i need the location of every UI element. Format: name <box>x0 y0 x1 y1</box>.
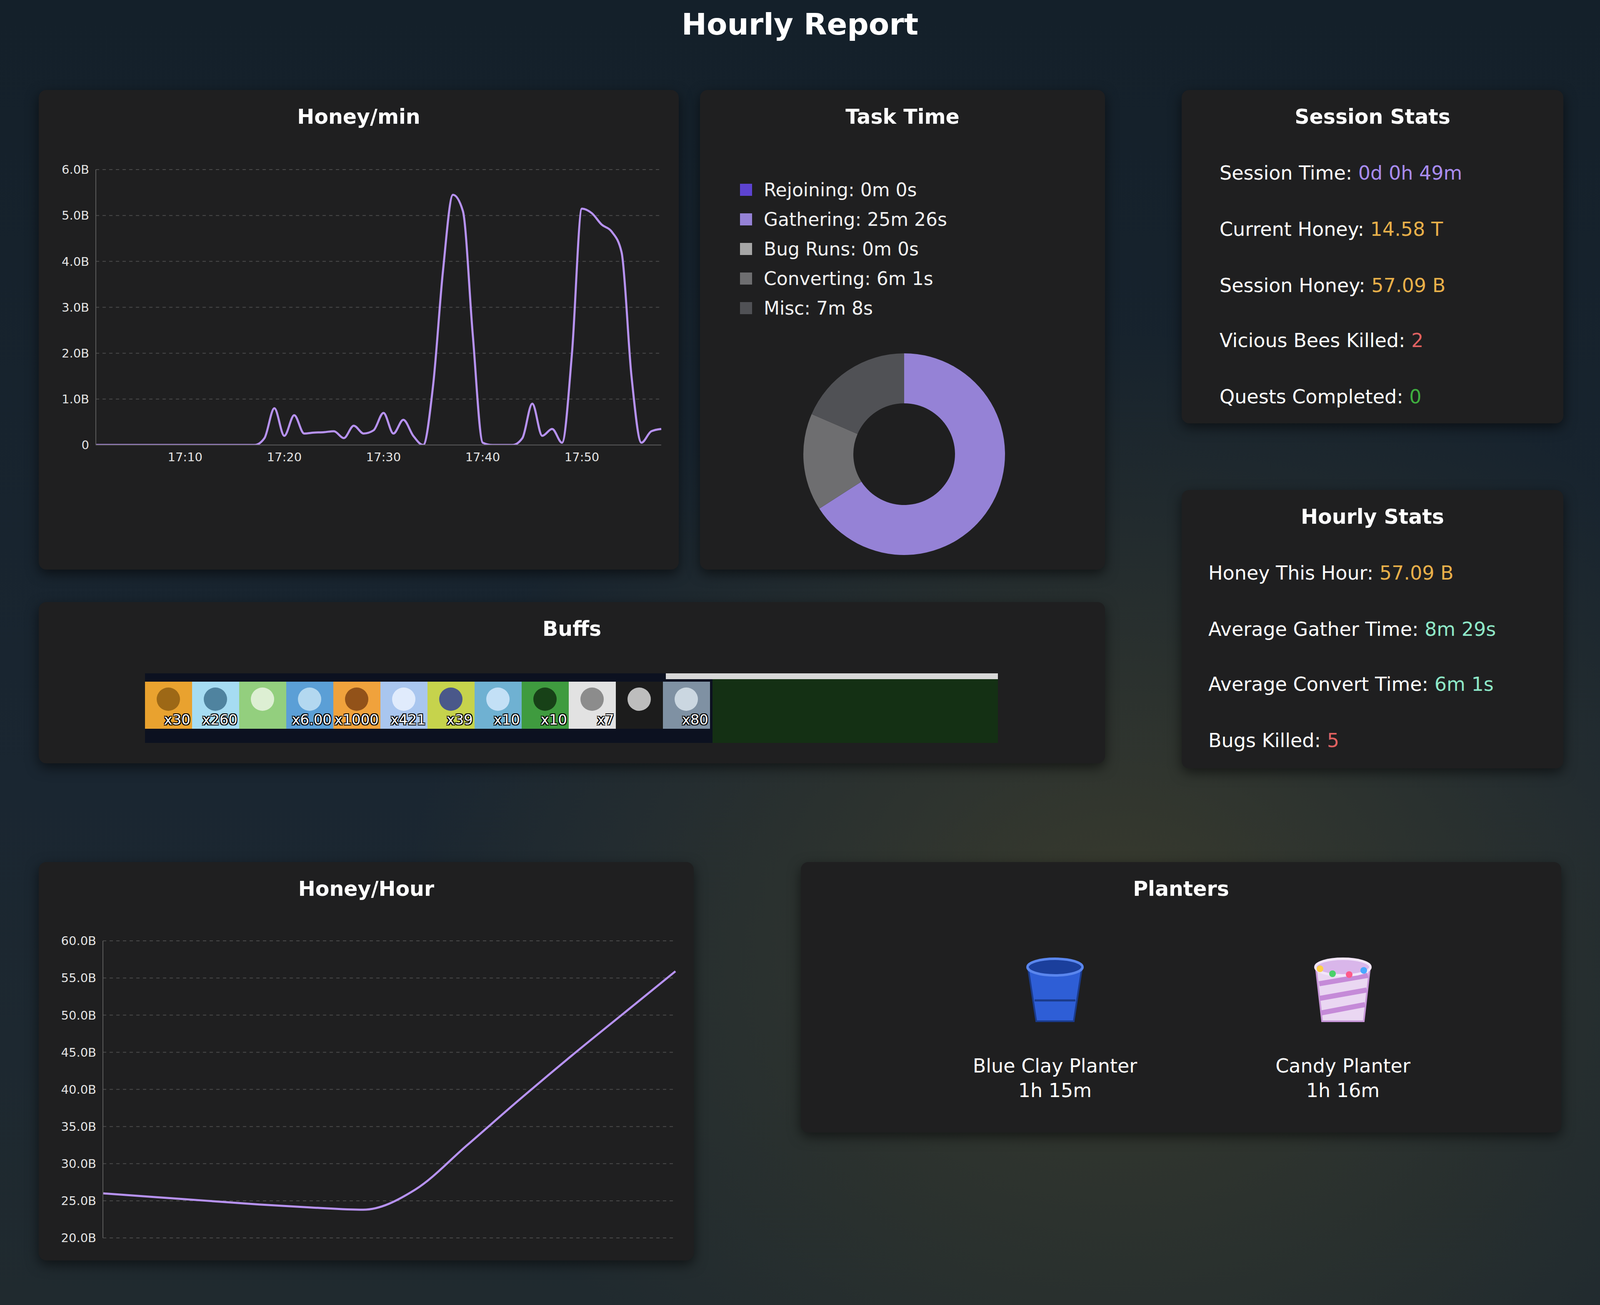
html-text:Honey This Hour: 57.09 B: Honey This Hour: 57.09 B <box>1208 561 1454 585</box>
svg-text:17:10: 17:10 <box>167 450 203 465</box>
html-text:x80: x80 <box>681 711 709 728</box>
svg-text:3.0B: 3.0B <box>61 300 90 315</box>
svg-text:17:50: 17:50 <box>564 450 600 465</box>
html-text:Blue Clay Planter: Blue Clay Planter <box>972 1054 1138 1078</box>
svg-text:5.0B: 5.0B <box>61 208 90 223</box>
html-text:Bugs Killed: 5: Bugs Killed: 5 <box>1208 729 1340 752</box>
html-text:Session Honey: 57.09 B: Session Honey: 57.09 B <box>1219 274 1446 297</box>
svg-text:50.0B: 50.0B <box>61 1008 97 1023</box>
html-text:Honey/Hour: Honey/Hour <box>298 877 435 901</box>
html-text:x260: x260 <box>202 711 238 728</box>
html-text:Current Honey: 14.58 T: Current Honey: 14.58 T <box>1219 217 1443 241</box>
svg-text:2.0B: 2.0B <box>61 346 90 361</box>
html-text:Gathering: 25m 26s: Gathering: 25m 26s <box>763 208 948 230</box>
html-text:x39: x39 <box>446 711 473 728</box>
svg-text:40.0B: 40.0B <box>61 1082 97 1097</box>
html-text:Quests Completed: 0: Quests Completed: 0 <box>1219 385 1422 408</box>
svg-text:35.0B: 35.0B <box>61 1119 97 1134</box>
html-text:x10: x10 <box>493 711 520 728</box>
html-text:x30: x30 <box>164 711 191 728</box>
svg-text:0: 0 <box>81 437 90 453</box>
html-text:Hourly Stats: Hourly Stats <box>1300 505 1445 529</box>
html-text:x421: x421 <box>390 711 426 728</box>
svg-text:4.0B: 4.0B <box>61 254 90 269</box>
svg-text:17:40: 17:40 <box>465 450 501 465</box>
svg-text:1.0B: 1.0B <box>61 392 90 407</box>
html-text:x6.00 x1000: x6.00 x1000 <box>291 711 379 728</box>
html-text:Rejoining: 0m 0s: Rejoining: 0m 0s <box>763 178 917 201</box>
html-text:1h 15m: 1h 15m <box>1018 1079 1092 1102</box>
svg-text:17:30: 17:30 <box>366 450 402 465</box>
html-text:Misc: 7m 8s: Misc: 7m 8s <box>763 297 873 319</box>
svg-text:25.0B: 25.0B <box>61 1193 97 1208</box>
html-text:Session Time: 0d 0h 49m: Session Time: 0d 0h 49m <box>1219 161 1463 185</box>
html-text:Task Time: Task Time <box>845 105 960 129</box>
html-text:x7: x7 <box>596 711 615 728</box>
html-text:Average Gather Time: 8m 29s: Average Gather Time: 8m 29s <box>1208 617 1496 641</box>
html-text:x10: x10 <box>540 711 568 728</box>
html-text:Vicious Bees Killed: 2: Vicious Bees Killed: 2 <box>1219 329 1424 352</box>
html-text:Bug Runs: 0m 0s: Bug Runs: 0m 0s <box>763 238 919 260</box>
html-text:Buffs: Buffs <box>542 617 602 641</box>
html-text:Session Stats: Session Stats <box>1294 105 1451 129</box>
html-text:1h 16m: 1h 16m <box>1306 1079 1380 1102</box>
svg-text:45.0B: 45.0B <box>61 1045 97 1060</box>
html-text:Converting: 6m 1s: Converting: 6m 1s <box>763 267 934 289</box>
svg-text:20.0B: 20.0B <box>61 1230 97 1245</box>
html-text:Honey/min: Honey/min <box>297 105 421 129</box>
html-text:Candy Planter: Candy Planter <box>1275 1054 1411 1078</box>
html-text:Hourly Report: Hourly Report <box>681 6 919 42</box>
svg-text:6.0B: 6.0B <box>61 162 90 177</box>
html-text:Planters: Planters <box>1133 877 1230 901</box>
svg-text:17:20: 17:20 <box>267 450 303 465</box>
svg-text:30.0B: 30.0B <box>61 1156 97 1171</box>
html-text:Average Convert Time: 6m 1s: Average Convert Time: 6m 1s <box>1208 672 1494 696</box>
svg-text:55.0B: 55.0B <box>61 970 97 985</box>
svg-text:60.0B: 60.0B <box>61 933 97 948</box>
